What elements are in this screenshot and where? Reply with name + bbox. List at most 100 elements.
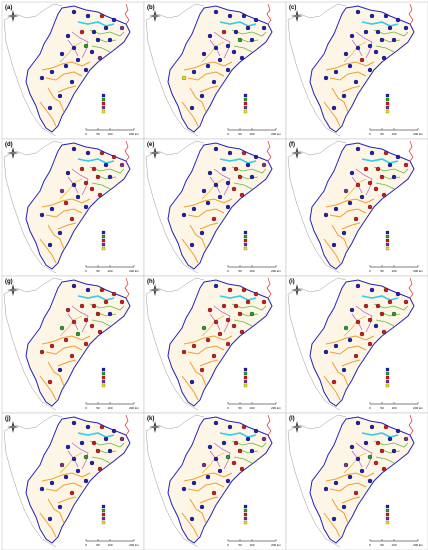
station-marker [367,478,373,484]
scale-label: 200 km [413,406,423,410]
station-marker [91,29,97,35]
legend-swatch [101,512,106,517]
station-marker [89,186,95,192]
scale-label: 100 [249,269,254,273]
station-marker [341,230,347,236]
station-marker [91,440,97,446]
station-marker [99,13,105,19]
station-marker [355,456,361,462]
station-marker [83,454,89,460]
scale-label: 0 [227,132,229,136]
legend-swatch [385,520,390,525]
map-panel: (e) 0 50 100 200 km [143,138,287,277]
station-marker [225,341,231,347]
station-marker [387,25,393,31]
station-marker [103,25,109,31]
station-marker [65,33,71,39]
station-marker [347,200,353,206]
station-marker [213,283,219,289]
station-marker [333,343,339,349]
station-marker [355,45,361,51]
legend-swatch [385,93,390,98]
station-marker [249,37,255,43]
station-marker [355,420,361,426]
station-marker [359,57,365,63]
station-marker [63,337,69,343]
station-marker [237,174,243,180]
scale-label: 100 [107,406,112,410]
legend-swatch [243,520,248,525]
scale-label: 50 [380,543,384,547]
station-marker [47,242,53,248]
map-base [143,275,287,414]
station-marker [119,299,125,305]
legend-swatch [243,230,248,235]
legend-swatch [243,379,248,384]
station-marker [391,37,397,43]
map-base [1,275,145,414]
map-panel: (c) 0 50 100 200 km [285,1,428,140]
station-marker [347,474,353,480]
station-marker [373,49,379,55]
station-marker [343,188,349,194]
scale-label: 50 [380,406,384,410]
station-marker [83,204,89,210]
station-marker [191,343,197,349]
legend-swatch [385,234,390,239]
station-marker [59,462,65,468]
station-marker [111,291,117,297]
station-marker [367,341,373,347]
station-marker [71,283,77,289]
station-marker [69,79,75,85]
station-marker [381,192,387,198]
station-marker [59,188,65,194]
station-marker [333,69,339,75]
station-marker [349,33,355,39]
station-marker [211,490,217,496]
station-marker [39,75,45,81]
station-marker [375,166,381,172]
station-marker [387,162,393,168]
station-marker [79,166,85,172]
legend-swatch [385,512,390,517]
station-marker [189,379,195,385]
scale-label: 100 [391,543,396,547]
station-marker [95,174,101,180]
legend-swatch [243,508,248,513]
station-marker [323,486,329,492]
legend-swatch [385,379,390,384]
legend-swatch [385,97,390,102]
legend-swatch [243,101,248,106]
station-marker [103,162,109,168]
station-marker [79,29,85,35]
scale-label: 50 [238,543,242,547]
station-marker [241,150,247,156]
station-marker [369,424,375,430]
station-marker [323,212,329,218]
station-marker [253,154,259,160]
legend-swatch [101,105,106,110]
station-marker [71,182,77,188]
station-marker [189,105,195,111]
station-marker [261,25,267,31]
station-marker [403,162,409,168]
station-marker [341,93,347,99]
panel-label: (i) [289,279,295,285]
station-marker [225,180,231,186]
panel-label: (g) [5,279,13,285]
station-marker [69,216,75,222]
station-marker [379,448,385,454]
scale-label: 100 [249,406,254,410]
station-marker [71,420,77,426]
station-marker [99,424,105,430]
station-marker [391,311,397,317]
station-marker [349,307,355,313]
station-marker [217,468,223,474]
station-marker [69,353,75,359]
station-marker [387,436,393,442]
station-marker [103,299,109,305]
station-marker [241,424,247,430]
station-marker [353,490,359,496]
station-marker [97,55,103,61]
scale-label: 200 km [129,406,139,410]
